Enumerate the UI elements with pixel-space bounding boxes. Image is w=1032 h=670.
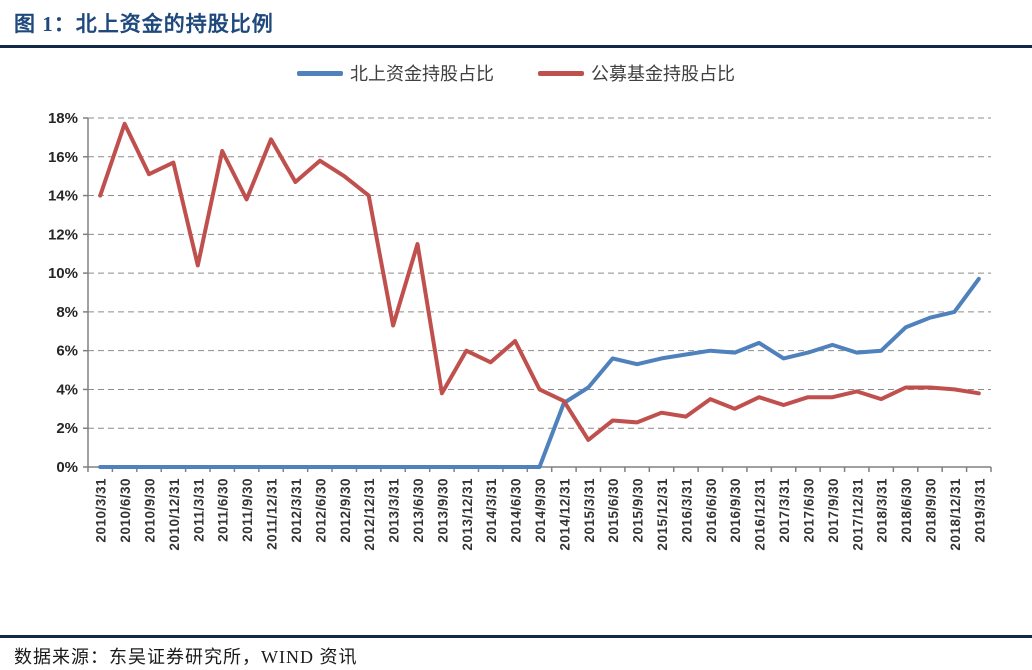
- svg-text:2017/9/30: 2017/9/30: [826, 478, 841, 543]
- svg-text:2014/12/31: 2014/12/31: [557, 478, 572, 551]
- svg-text:2017/12/31: 2017/12/31: [850, 478, 865, 551]
- svg-text:2013/3/31: 2013/3/31: [387, 478, 402, 543]
- svg-text:2011/9/30: 2011/9/30: [240, 478, 255, 542]
- svg-text:2015/3/31: 2015/3/31: [582, 478, 597, 543]
- figure-title: 图 1：北上资金的持股比例: [14, 12, 274, 36]
- svg-text:2017/6/30: 2017/6/30: [801, 478, 816, 543]
- svg-text:18%: 18%: [48, 110, 78, 127]
- svg-text:2018/3/31: 2018/3/31: [875, 478, 890, 543]
- y-axis-labels: 0% 2% 4% 6% 8% 10% 12% 14% 16% 18%: [48, 110, 78, 476]
- svg-text:6%: 6%: [56, 343, 78, 360]
- data-source: 数据来源：东吴证券研究所，WIND 资讯: [14, 647, 358, 667]
- series-line-northbound: [98, 276, 981, 469]
- legend-line-swatch-red: [538, 70, 584, 76]
- svg-text:8%: 8%: [56, 304, 78, 321]
- svg-text:10%: 10%: [48, 265, 78, 282]
- legend-label-northbound: 北上资金持股占比: [350, 64, 494, 84]
- svg-text:2014/6/30: 2014/6/30: [509, 478, 524, 543]
- svg-text:2016/12/31: 2016/12/31: [753, 478, 768, 551]
- svg-text:2013/6/30: 2013/6/30: [411, 478, 426, 543]
- svg-text:2019/3/31: 2019/3/31: [972, 478, 987, 543]
- svg-text:2017/3/31: 2017/3/31: [777, 478, 792, 543]
- svg-text:2013/12/31: 2013/12/31: [460, 478, 475, 551]
- svg-text:2018/9/30: 2018/9/30: [923, 478, 938, 543]
- svg-text:2014/3/31: 2014/3/31: [484, 478, 499, 543]
- svg-text:2018/12/31: 2018/12/31: [948, 478, 963, 551]
- footer-divider: [0, 635, 1032, 638]
- svg-text:2015/6/30: 2015/6/30: [606, 478, 621, 543]
- legend-label-mutual-fund: 公募基金持股占比: [591, 64, 735, 84]
- svg-text:2010/9/30: 2010/9/30: [143, 478, 158, 543]
- svg-text:2015/9/30: 2015/9/30: [631, 478, 646, 543]
- svg-text:2013/9/30: 2013/9/30: [435, 478, 450, 543]
- svg-text:2015/12/31: 2015/12/31: [655, 478, 670, 551]
- svg-text:2010/12/31: 2010/12/31: [167, 478, 182, 551]
- legend-item-mutual-fund: 公募基金持股占比: [538, 60, 735, 86]
- svg-text:2010/6/30: 2010/6/30: [118, 478, 133, 543]
- legend-item-northbound: 北上资金持股占比: [297, 60, 494, 86]
- svg-text:2016/6/30: 2016/6/30: [704, 478, 719, 543]
- svg-text:2018/6/30: 2018/6/30: [899, 478, 914, 543]
- svg-text:2012/9/30: 2012/9/30: [338, 478, 353, 543]
- report-header: 图 1：北上资金的持股比例: [0, 0, 1032, 38]
- svg-text:4%: 4%: [56, 381, 78, 398]
- svg-text:2016/3/31: 2016/3/31: [679, 478, 694, 543]
- legend-line-swatch-blue: [297, 70, 343, 76]
- header-divider: [0, 45, 1032, 48]
- svg-text:14%: 14%: [48, 188, 78, 205]
- svg-text:2014/9/30: 2014/9/30: [533, 478, 548, 543]
- svg-text:2011/3/31: 2011/3/31: [191, 478, 206, 542]
- svg-text:2012/12/31: 2012/12/31: [362, 478, 377, 551]
- svg-text:16%: 16%: [48, 149, 78, 166]
- svg-text:2011/12/31: 2011/12/31: [265, 478, 280, 550]
- svg-text:2016/9/30: 2016/9/30: [728, 478, 743, 543]
- svg-text:0%: 0%: [56, 459, 78, 476]
- svg-text:2010/3/31: 2010/3/31: [94, 478, 109, 543]
- svg-text:2%: 2%: [56, 420, 78, 437]
- x-axis-labels: 2010/3/31 2010/6/30 2010/9/30 2010/12/31 201…: [94, 478, 988, 551]
- svg-text:2012/3/31: 2012/3/31: [289, 478, 304, 543]
- gridlines: [88, 117, 991, 429]
- line-chart: 0% 2% 4% 6% 8% 10% 12% 14% 16% 18% 2010/3/31 2010/6…: [48, 110, 992, 551]
- series-line-mutual-fund: [98, 121, 981, 442]
- svg-text:12%: 12%: [48, 226, 78, 243]
- svg-text:2012/6/30: 2012/6/30: [313, 478, 328, 543]
- svg-text:2011/6/30: 2011/6/30: [216, 478, 231, 542]
- chart-legend: 北上资金持股占比 公募基金持股占比: [0, 60, 1032, 86]
